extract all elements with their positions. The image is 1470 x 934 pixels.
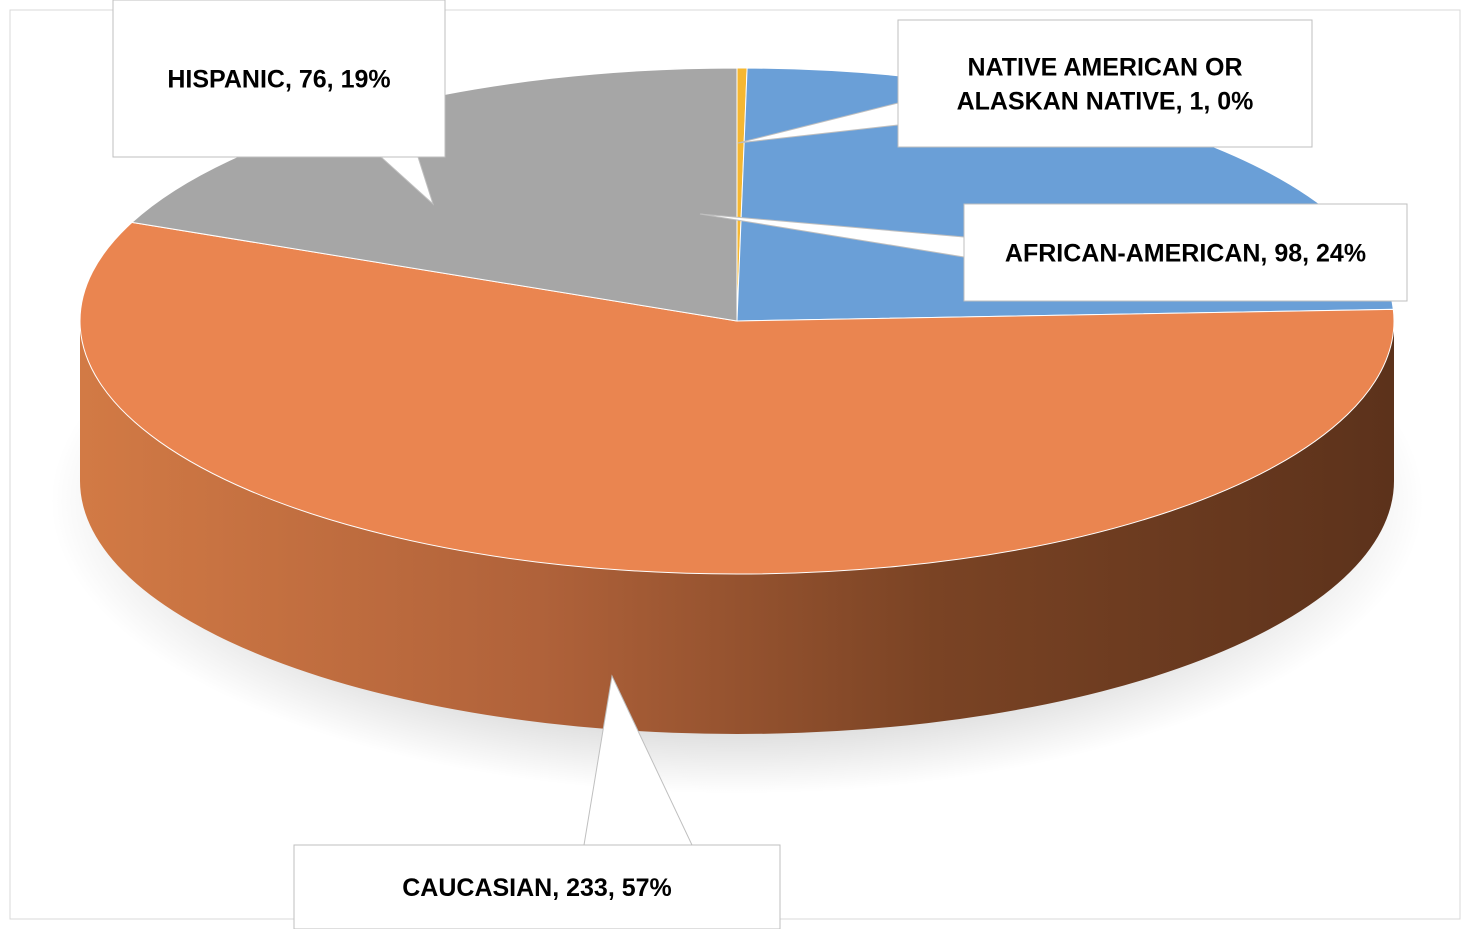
data-label-line: CAUCASIAN, 233, 57% xyxy=(402,874,672,902)
pie-slice-caucasian xyxy=(79,221,1395,575)
pie-layer xyxy=(50,67,1424,794)
callout-box xyxy=(293,844,781,930)
callout-box xyxy=(963,203,1408,302)
callout-layer: NATIVE AMERICAN OR ALASKAN NATIVE, 1, 0% A… xyxy=(112,0,1408,930)
data-label-line: NATIVE AMERICAN OR xyxy=(968,54,1243,82)
callout-hispanic: HISPANIC, 76, 19% xyxy=(112,0,446,206)
callout-box xyxy=(897,19,1313,148)
callout-caucasian: CAUCASIAN, 233, 57% xyxy=(293,674,781,930)
callout-box xyxy=(112,0,446,158)
data-label-line: AFRICAN-AMERICAN, 98, 24% xyxy=(1005,240,1366,268)
pie-slice-side-2 xyxy=(80,321,1394,734)
data-label-line: HISPANIC, 76, 19% xyxy=(167,66,390,94)
callout-native-american-or-alaskan-native: NATIVE AMERICAN OR ALASKAN NATIVE, 1, 0% xyxy=(737,19,1313,148)
data-label-line: ALASKAN NATIVE, 1, 0% xyxy=(957,88,1254,116)
callout-african-american: AFRICAN-AMERICAN, 98, 24% xyxy=(699,203,1408,302)
